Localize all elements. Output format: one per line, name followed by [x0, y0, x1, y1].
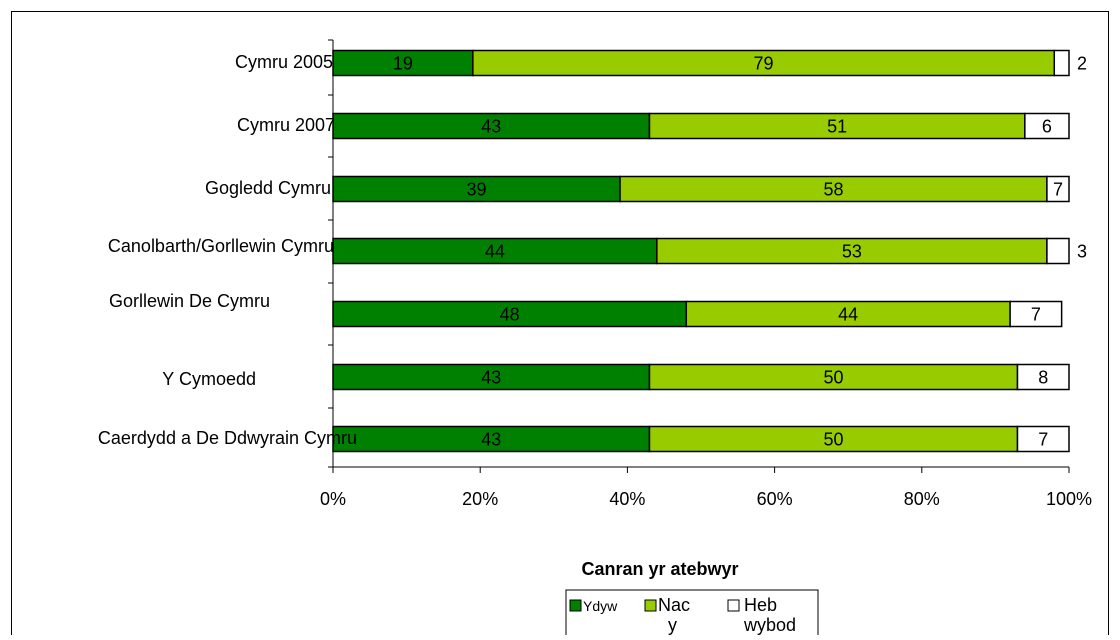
legend-box — [565, 589, 819, 640]
category-label: Caerdydd a De Ddwyrain Cymru — [98, 428, 357, 448]
bar-segment — [1009, 300, 1063, 328]
bar-segment — [1024, 112, 1070, 140]
bar-group: 19 79 2 — [332, 49, 1087, 77]
x-tick-label: 100% — [1046, 489, 1092, 509]
bar-segment — [332, 175, 621, 203]
bar-data-label: 6 — [1042, 117, 1052, 137]
legend-label: Heb wybod — [743, 595, 796, 635]
category-label: Canolbarth/Gorllewin Cymru — [108, 236, 334, 256]
bar-data-label: 51 — [827, 117, 847, 137]
bar-data-label: 2 — [1077, 54, 1087, 74]
bar-data-label: 8 — [1038, 368, 1048, 388]
category-labels: Cymru 2005 Cymru 2007 Gogledd Cymru Canolba… — [98, 52, 357, 448]
bar-data-label: 44 — [838, 305, 858, 325]
bar-data-label: 79 — [754, 54, 774, 74]
bar-data-label: 50 — [823, 430, 843, 450]
x-tick-label: 0% — [320, 489, 346, 509]
bar-group: 43 50 7 — [332, 425, 1070, 453]
category-label: Cymru 2005 — [235, 52, 333, 72]
bar-data-label: 39 — [467, 180, 487, 200]
category-label: Cymru 2007 — [237, 115, 335, 135]
bar-group: 48 44 7 — [332, 300, 1063, 328]
bar-data-label: 3 — [1077, 242, 1087, 262]
x-tick-label: 80% — [904, 489, 940, 509]
category-label: Gorllewin De Cymru — [109, 291, 270, 311]
legend-label: Nac y — [658, 595, 690, 635]
bar-segment — [332, 363, 651, 391]
bar-segment — [1053, 49, 1070, 77]
bar-segment — [332, 237, 658, 265]
bar-segment — [332, 49, 474, 77]
bar-group: 44 53 3 — [332, 237, 1087, 265]
x-tick-label: 40% — [609, 489, 645, 509]
plot-area: 19 79 2 43 51 6 39 58 7 44 53 3 48 44 7 43 50 8 43 50 7 — [332, 49, 1087, 453]
bar-data-label: 58 — [823, 180, 843, 200]
bar-data-label: 7 — [1031, 305, 1041, 325]
bar-data-label: 48 — [500, 305, 520, 325]
bar-segment — [656, 237, 1048, 265]
bar-data-label: 53 — [842, 242, 862, 262]
bar-group: 43 51 6 — [332, 112, 1070, 140]
bar-segment — [685, 300, 1011, 328]
category-label: Y Cymoedd — [162, 369, 256, 389]
bar-segment — [1016, 425, 1070, 453]
x-tick-label: 20% — [462, 489, 498, 509]
x-axis: 0% 20% 40% 60% 80% 100% — [320, 39, 1092, 509]
x-axis-title: Canran yr atebwyr — [581, 559, 738, 579]
bar-data-label: 43 — [481, 117, 501, 137]
legend-swatch — [569, 599, 582, 612]
legend: Ydyw Nac y Heb wybod — [565, 589, 819, 640]
x-tick-label: 60% — [757, 489, 793, 509]
bar-group: 39 58 7 — [332, 175, 1070, 203]
bar-segment — [1016, 363, 1070, 391]
bar-data-label: 7 — [1038, 430, 1048, 450]
bar-segment — [648, 363, 1019, 391]
category-label: Gogledd Cymru — [205, 178, 331, 198]
bar-data-label: 44 — [485, 242, 505, 262]
bar-segment — [1046, 175, 1070, 203]
bar-data-label: 7 — [1053, 180, 1063, 200]
bar-group: 43 50 8 — [332, 363, 1070, 391]
bar-segment — [1046, 237, 1070, 265]
legend-label: Ydyw — [583, 598, 618, 614]
bar-data-label: 50 — [823, 368, 843, 388]
legend-swatch — [644, 599, 657, 612]
bar-data-label: 19 — [393, 54, 413, 74]
bar-data-label: 43 — [481, 430, 501, 450]
bar-data-label: 43 — [481, 368, 501, 388]
bar-segment — [619, 175, 1048, 203]
legend-swatch — [727, 599, 740, 612]
